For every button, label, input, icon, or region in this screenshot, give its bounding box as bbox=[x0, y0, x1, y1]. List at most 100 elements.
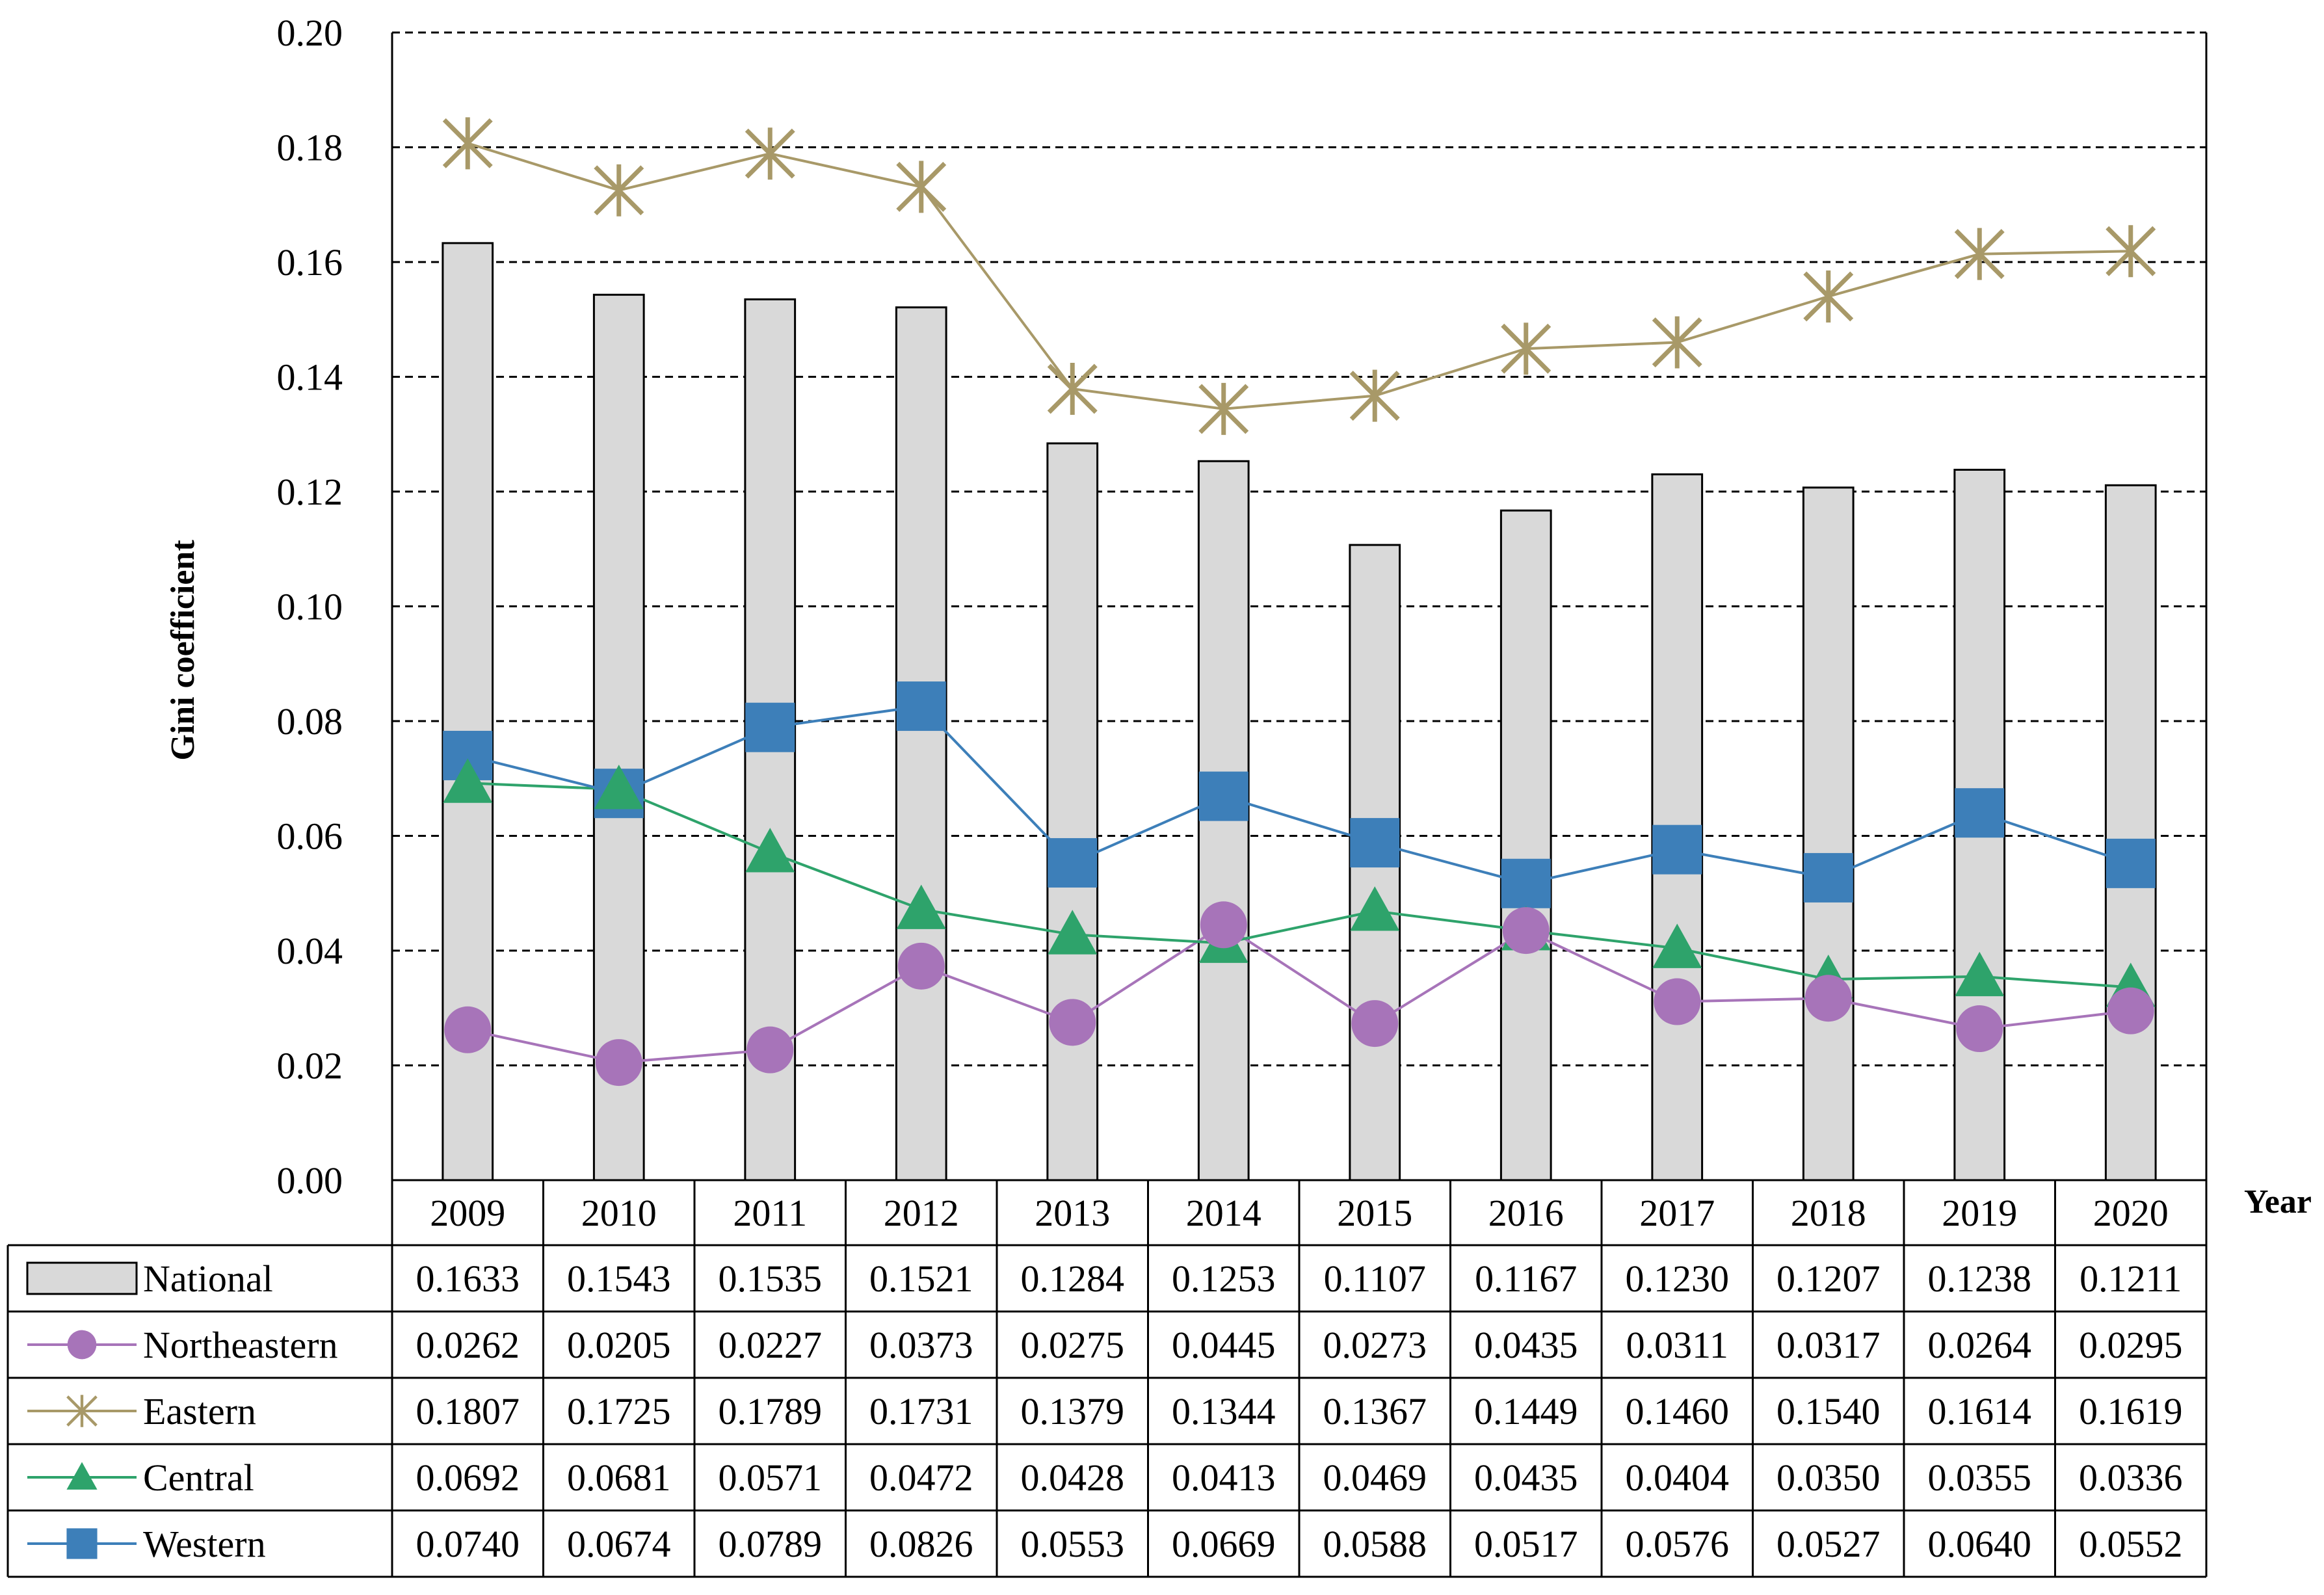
table-cell: 0.0295 bbox=[2079, 1324, 2183, 1366]
table-cell: 0.1367 bbox=[1323, 1390, 1427, 1432]
table-cell: 0.0527 bbox=[1776, 1523, 1881, 1565]
table-cell: 0.0669 bbox=[1172, 1523, 1276, 1565]
y-tick-label: 0.10 bbox=[277, 586, 343, 628]
table-cell: 0.0413 bbox=[1172, 1457, 1276, 1499]
table-cell: 0.0264 bbox=[1928, 1324, 2032, 1366]
marker-eastern bbox=[1198, 382, 1249, 435]
table-cell: 0.1344 bbox=[1172, 1390, 1276, 1432]
table-cell: 0.0469 bbox=[1323, 1457, 1427, 1499]
marker-eastern bbox=[442, 117, 493, 170]
x-tick-label: 2019 bbox=[1942, 1192, 2017, 1234]
y-tick-label: 0.18 bbox=[277, 127, 343, 169]
x-tick-label: 2015 bbox=[1337, 1192, 1412, 1234]
table-cell: 0.0311 bbox=[1626, 1324, 1728, 1366]
table-cell: 0.1614 bbox=[1928, 1390, 2032, 1432]
table-cell: 0.0472 bbox=[869, 1457, 973, 1499]
table-cell: 0.0205 bbox=[567, 1324, 671, 1366]
marker-eastern bbox=[1652, 316, 1702, 369]
table-cell: 0.0262 bbox=[416, 1324, 520, 1366]
table-cell: 0.1449 bbox=[1474, 1390, 1578, 1432]
marker-northeastern bbox=[595, 1039, 642, 1087]
bar-national bbox=[1802, 486, 1855, 1181]
marker-western bbox=[1048, 837, 1098, 888]
bar-national bbox=[1046, 442, 1099, 1181]
table-cell: 0.1253 bbox=[1172, 1258, 1276, 1300]
x-tick-label: 2010 bbox=[581, 1192, 657, 1234]
legend-key-marker-central bbox=[66, 1462, 98, 1490]
marker-eastern bbox=[1954, 228, 2005, 280]
data-table: 2009 2010 2011 2012 2013 2014 2015 2016 2017 2018… bbox=[7, 1180, 2208, 1578]
table-cell: 0.0336 bbox=[2079, 1457, 2183, 1499]
table-cell: 0.1211 bbox=[2080, 1258, 2182, 1300]
table-cell: 0.0588 bbox=[1323, 1523, 1427, 1565]
y-tick-label: 0.20 bbox=[277, 12, 343, 54]
table-cell: 0.0553 bbox=[1021, 1523, 1125, 1565]
legend-key-national bbox=[26, 1261, 138, 1295]
legend-key-marker-northeastern bbox=[67, 1330, 97, 1360]
legend-label-national: National bbox=[143, 1258, 273, 1300]
legend-key-marker-eastern bbox=[66, 1395, 98, 1427]
y-tick-label: 0.02 bbox=[277, 1045, 343, 1087]
x-tick-label: 2009 bbox=[430, 1192, 505, 1234]
marker-northeastern bbox=[1654, 978, 1701, 1025]
legend-label-eastern: Eastern bbox=[143, 1390, 256, 1432]
bar-national bbox=[895, 306, 947, 1181]
table-cell: 0.1379 bbox=[1021, 1390, 1125, 1432]
table-cell: 0.0275 bbox=[1021, 1324, 1125, 1366]
marker-central bbox=[1350, 886, 1400, 931]
marker-northeastern bbox=[1804, 975, 1852, 1022]
y-tick-label: 0.12 bbox=[277, 471, 343, 513]
y-tick-label: 0.06 bbox=[277, 815, 343, 858]
marker-northeastern bbox=[2107, 987, 2154, 1035]
table-cell: 0.0435 bbox=[1474, 1324, 1578, 1366]
bar-national bbox=[592, 293, 645, 1181]
table-cell: 0.1540 bbox=[1776, 1390, 1881, 1432]
marker-central bbox=[745, 828, 795, 873]
marker-western bbox=[1198, 771, 1248, 821]
table-cell: 0.1167 bbox=[1475, 1258, 1577, 1300]
marker-eastern bbox=[1047, 363, 1098, 415]
table-cell: 0.1107 bbox=[1324, 1258, 1426, 1300]
national-bars bbox=[442, 242, 2157, 1181]
table-cell: 0.1535 bbox=[719, 1258, 823, 1300]
table-cell: 0.1807 bbox=[416, 1390, 520, 1432]
table-cell: 0.0692 bbox=[416, 1457, 520, 1499]
x-tick-label: 2012 bbox=[884, 1192, 959, 1234]
marker-northeastern bbox=[1049, 999, 1096, 1046]
marker-northeastern bbox=[1956, 1005, 2003, 1053]
table-cell: 0.0826 bbox=[869, 1523, 973, 1565]
line-eastern bbox=[467, 142, 2131, 410]
x-axis-label: Year bbox=[2244, 1183, 2312, 1220]
marker-central bbox=[443, 758, 493, 803]
line-western bbox=[467, 704, 2132, 885]
marker-northeastern bbox=[746, 1026, 794, 1074]
marker-western bbox=[745, 702, 795, 752]
table-cell: 0.0273 bbox=[1323, 1324, 1427, 1366]
x-tick-label: 2018 bbox=[1791, 1192, 1866, 1234]
table-cell: 0.0681 bbox=[567, 1457, 671, 1499]
y-tick-label: 0.04 bbox=[277, 930, 343, 972]
x-tick-label: 2011 bbox=[733, 1192, 807, 1234]
x-tick-label: 2016 bbox=[1488, 1192, 1564, 1234]
marker-western bbox=[896, 681, 946, 732]
table-cell: 0.1230 bbox=[1626, 1258, 1730, 1300]
marker-central bbox=[1955, 951, 2005, 997]
table-cell: 0.1789 bbox=[719, 1390, 823, 1432]
marker-western bbox=[1501, 858, 1551, 908]
x-tick-label: 2017 bbox=[1639, 1192, 1715, 1234]
line-northeastern bbox=[467, 923, 2131, 1064]
line-central bbox=[468, 782, 2131, 989]
y-axis-label: Gini coefficient bbox=[165, 540, 202, 761]
legend-label-western: Western bbox=[143, 1523, 266, 1565]
table-cell: 0.1521 bbox=[869, 1258, 973, 1300]
marker-central bbox=[1048, 910, 1098, 955]
legend-label-central: Central bbox=[143, 1457, 254, 1499]
table-cell: 0.0552 bbox=[2079, 1523, 2183, 1565]
table-cell: 0.0428 bbox=[1021, 1457, 1125, 1499]
series-lines bbox=[467, 142, 2132, 1064]
y-tick-label: 0.14 bbox=[277, 356, 343, 399]
table-cell: 0.0355 bbox=[1928, 1457, 2032, 1499]
table-cell: 0.1731 bbox=[869, 1390, 973, 1432]
table-cell: 0.0640 bbox=[1928, 1523, 2032, 1565]
